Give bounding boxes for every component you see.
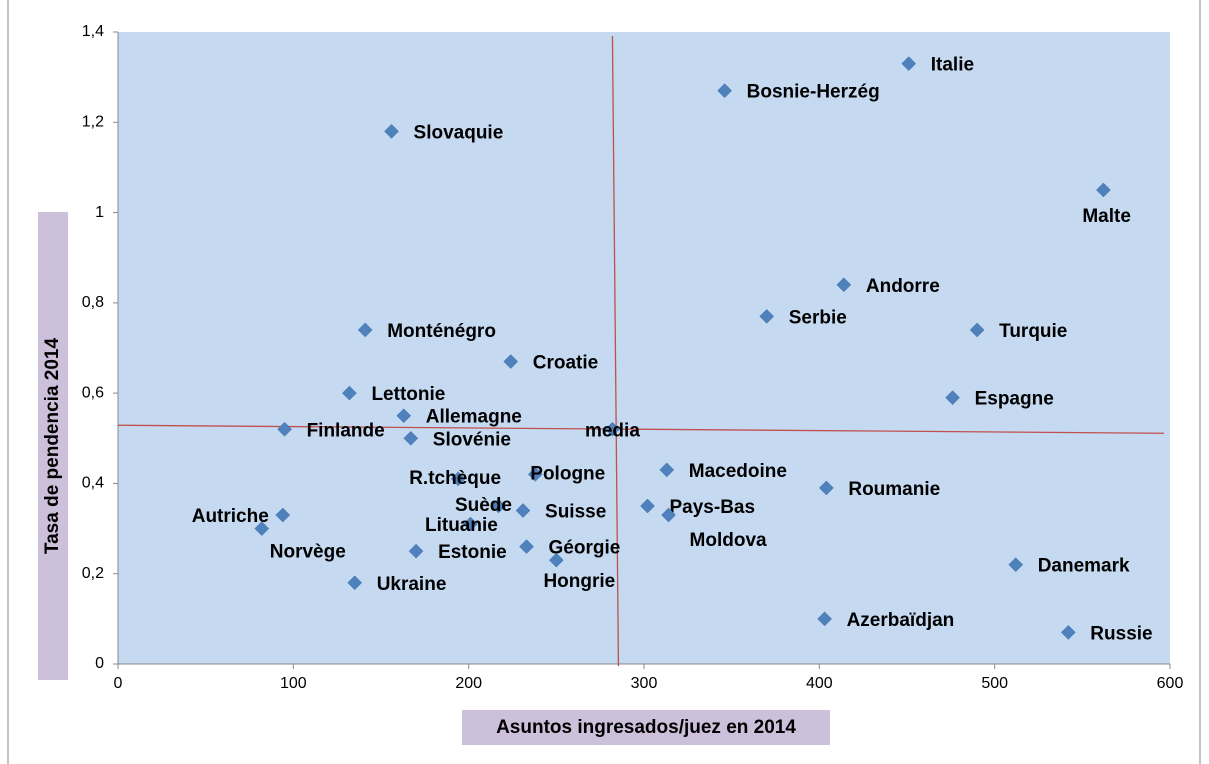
y-tick-label: 1,4 <box>82 23 104 40</box>
x-tick-label: 300 <box>631 675 658 692</box>
point-label: Autriche <box>192 506 269 527</box>
point <box>342 385 357 401</box>
point-label: Lettonie <box>371 384 445 405</box>
point <box>945 390 960 406</box>
point-label: Espagne <box>975 389 1054 410</box>
point <box>527 467 543 482</box>
point-label: Suède <box>455 495 512 516</box>
point-label: Azerbaïdjan <box>847 610 955 631</box>
point <box>759 309 775 324</box>
point <box>463 516 478 532</box>
point-label: Monténégro <box>387 321 496 342</box>
point-label: media <box>585 420 640 441</box>
plot-area <box>118 32 1170 664</box>
x-tick-label: 500 <box>981 675 1008 692</box>
point-label: Finlande <box>307 420 385 441</box>
point-label: Lituanie <box>425 515 498 536</box>
y-axis-title: Tasa de pendencia 2014 <box>42 338 63 555</box>
point-label: Hongrie <box>543 571 615 592</box>
point-label: Slovaquie <box>414 122 504 143</box>
point-label: Pologne <box>530 463 605 484</box>
point-label: Estonie <box>438 542 507 563</box>
point <box>818 480 834 496</box>
point <box>1096 182 1111 198</box>
point-label: Allemagne <box>426 407 522 428</box>
point <box>548 552 564 568</box>
point <box>605 421 620 437</box>
point-label: Moldova <box>690 530 767 551</box>
point-label: Géorgie <box>549 538 621 559</box>
point-label: Turquie <box>999 321 1067 342</box>
point <box>275 507 291 523</box>
point <box>491 498 506 514</box>
x-tick-label: 100 <box>280 675 307 692</box>
mean-line-horizontal <box>117 424 1165 434</box>
point-label: Roumanie <box>848 479 940 500</box>
point <box>277 421 292 437</box>
point <box>450 471 466 487</box>
point-label: Slovénie <box>433 429 511 450</box>
point <box>901 56 917 71</box>
point-label: Croatie <box>533 353 598 374</box>
point <box>969 322 985 338</box>
mean-line-vertical <box>611 35 620 667</box>
point <box>836 277 852 293</box>
point <box>408 543 424 559</box>
point <box>403 430 419 446</box>
point <box>347 575 363 591</box>
y-tick-label: 1,2 <box>82 114 104 131</box>
y-tick-label: 1 <box>95 204 104 221</box>
point-label: Ukraine <box>377 574 447 595</box>
y-tick-label: 0,8 <box>82 294 104 311</box>
point <box>817 611 832 627</box>
point <box>519 539 534 554</box>
point <box>503 354 519 369</box>
point-label: R.tchèque <box>409 468 501 489</box>
point <box>515 503 531 518</box>
point <box>1060 625 1076 640</box>
point-label: Pays-Bas <box>670 497 756 518</box>
point-label: Norvège <box>270 542 346 563</box>
point <box>717 83 733 99</box>
x-tick-label: 0 <box>114 675 123 692</box>
point <box>1008 557 1024 573</box>
point <box>659 462 675 478</box>
point-label: Danemark <box>1038 556 1130 577</box>
point-label: Russie <box>1090 623 1152 644</box>
x-title-box <box>462 710 830 745</box>
point <box>396 408 412 424</box>
y-tick-label: 0,2 <box>82 565 104 582</box>
x-tick-label: 200 <box>455 675 482 692</box>
point <box>254 521 270 536</box>
y-tick-label: 0 <box>95 655 104 672</box>
point-label: Macedoine <box>689 461 787 482</box>
x-tick-label: 400 <box>806 675 833 692</box>
point <box>384 123 399 139</box>
point <box>661 507 676 523</box>
point-label: Malte <box>1082 206 1131 227</box>
point-label: Suisse <box>545 502 606 523</box>
x-tick-label: 600 <box>1157 675 1184 692</box>
y-tick-label: 0,4 <box>82 475 104 492</box>
y-title-box <box>38 212 68 680</box>
point-label: Andorre <box>866 276 940 297</box>
y-tick-label: 0,6 <box>82 384 104 401</box>
point <box>357 322 373 338</box>
point-label: Serbie <box>789 307 847 328</box>
point <box>640 498 655 514</box>
x-axis-title: Asuntos ingresados/juez en 2014 <box>496 717 796 738</box>
point-label: Bosnie-Herzég <box>747 82 880 103</box>
point-label: Italie <box>931 55 974 76</box>
